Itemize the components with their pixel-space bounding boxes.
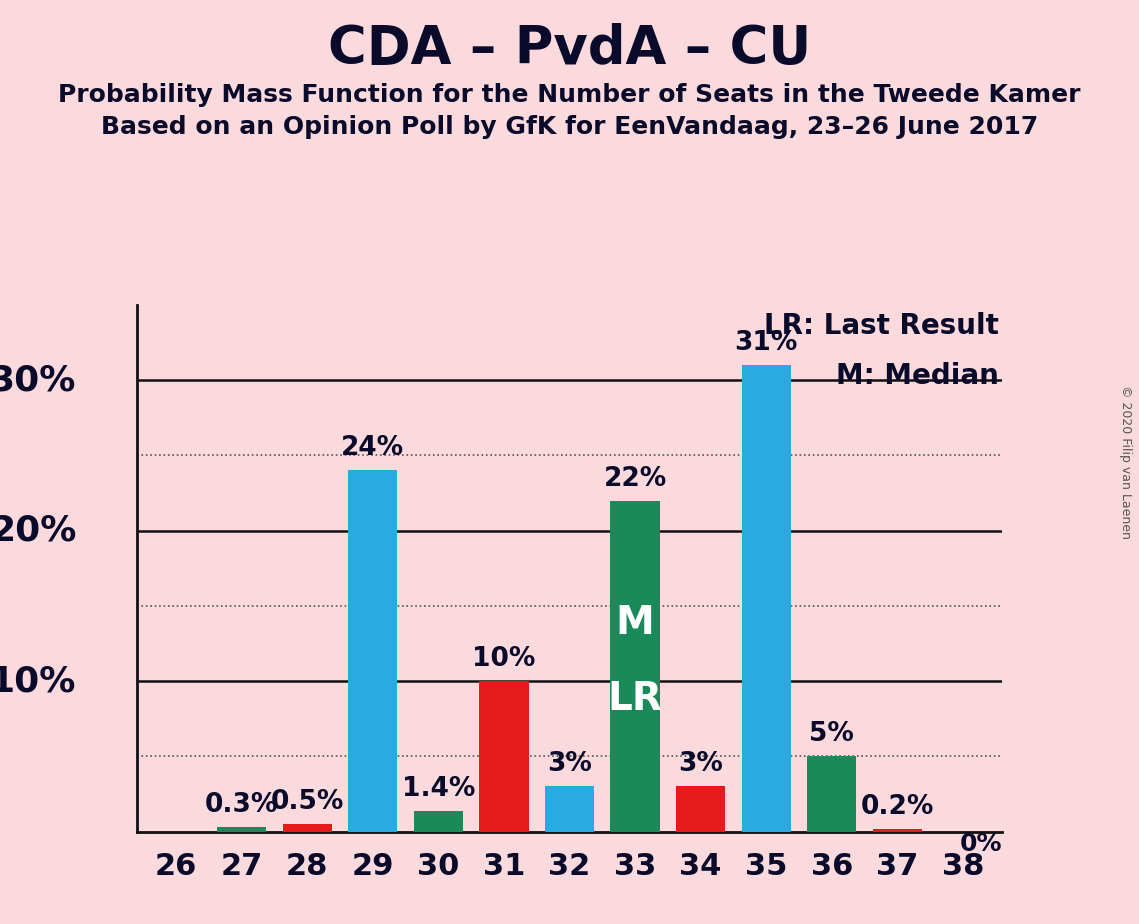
Text: 5%: 5% xyxy=(810,722,854,748)
Text: 0.2%: 0.2% xyxy=(861,794,934,820)
Text: LR: Last Result: LR: Last Result xyxy=(764,312,999,340)
Text: © 2020 Filip van Laenen: © 2020 Filip van Laenen xyxy=(1118,385,1132,539)
Text: Probability Mass Function for the Number of Seats in the Tweede Kamer: Probability Mass Function for the Number… xyxy=(58,83,1081,107)
Bar xyxy=(611,501,659,832)
Text: 0.5%: 0.5% xyxy=(270,789,344,815)
Bar xyxy=(544,786,595,832)
Bar xyxy=(741,365,790,832)
Text: 31%: 31% xyxy=(735,330,798,356)
Text: 10%: 10% xyxy=(473,646,535,672)
Text: 3%: 3% xyxy=(547,751,592,777)
Text: 3%: 3% xyxy=(678,751,723,777)
Text: Based on an Opinion Poll by GfK for EenVandaag, 23–26 June 2017: Based on an Opinion Poll by GfK for EenV… xyxy=(101,115,1038,139)
Text: 30%: 30% xyxy=(0,363,76,397)
Text: LR: LR xyxy=(607,680,663,718)
Text: M: Median: M: Median xyxy=(836,362,999,390)
Bar xyxy=(413,810,462,832)
Text: 22%: 22% xyxy=(604,466,666,492)
Bar xyxy=(480,681,528,832)
Text: M: M xyxy=(616,604,655,642)
Text: 1.4%: 1.4% xyxy=(402,775,475,801)
Text: 20%: 20% xyxy=(0,514,76,548)
Bar xyxy=(808,757,857,832)
Bar xyxy=(677,786,726,832)
Text: CDA – PvdA – CU: CDA – PvdA – CU xyxy=(328,23,811,75)
Bar xyxy=(349,470,398,832)
Text: 0%: 0% xyxy=(960,832,1002,856)
Text: 24%: 24% xyxy=(342,435,404,461)
Bar xyxy=(282,824,331,832)
Bar xyxy=(872,829,921,832)
Text: 10%: 10% xyxy=(0,664,76,699)
Text: 0.3%: 0.3% xyxy=(205,792,278,818)
Bar xyxy=(218,827,267,832)
